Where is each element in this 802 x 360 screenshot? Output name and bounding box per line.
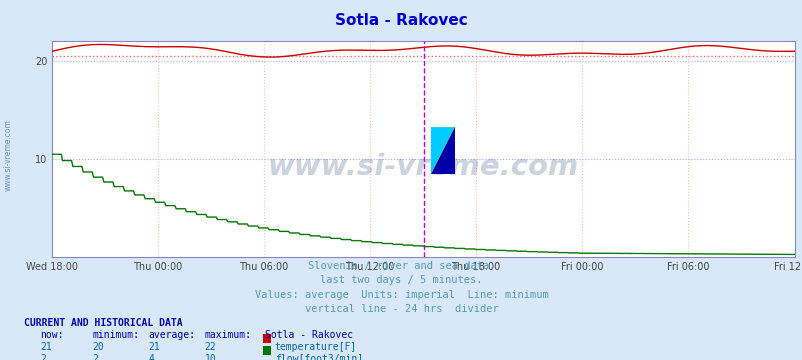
Text: Slovenia / river and sea data.
last two days / 5 minutes.
Values: average  Units: Slovenia / river and sea data. last two … — [254, 261, 548, 314]
Polygon shape — [430, 127, 454, 174]
Text: www.si-vreme.com: www.si-vreme.com — [268, 153, 578, 181]
Text: Sotla - Rakovec: Sotla - Rakovec — [265, 330, 353, 341]
Text: 2: 2 — [92, 354, 98, 360]
Text: now:: now: — [40, 330, 63, 341]
Text: flow[foot3/min]: flow[foot3/min] — [274, 354, 363, 360]
Text: Sotla - Rakovec: Sotla - Rakovec — [334, 13, 468, 28]
Polygon shape — [430, 127, 454, 174]
Text: average:: average: — [148, 330, 196, 341]
Text: 21: 21 — [148, 342, 160, 352]
Text: 2: 2 — [40, 354, 46, 360]
Text: 22: 22 — [205, 342, 217, 352]
Text: temperature[F]: temperature[F] — [274, 342, 356, 352]
Text: 20: 20 — [92, 342, 104, 352]
Text: CURRENT AND HISTORICAL DATA: CURRENT AND HISTORICAL DATA — [24, 318, 183, 328]
Text: maximum:: maximum: — [205, 330, 252, 341]
Text: www.si-vreme.com: www.si-vreme.com — [3, 119, 12, 191]
Text: 21: 21 — [40, 342, 52, 352]
Text: minimum:: minimum: — [92, 330, 140, 341]
Text: 10: 10 — [205, 354, 217, 360]
Text: 4: 4 — [148, 354, 154, 360]
